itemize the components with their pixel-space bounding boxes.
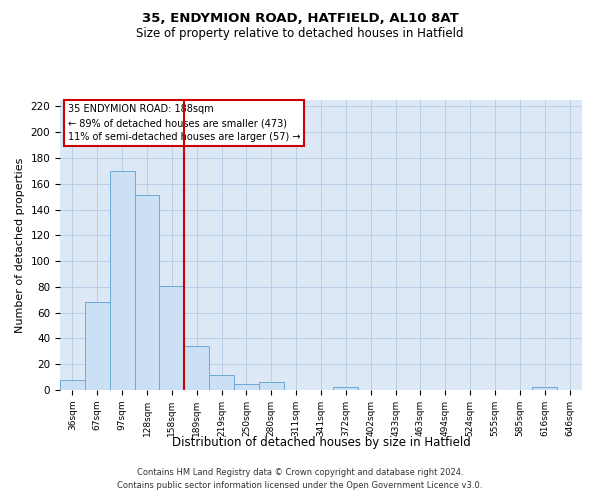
Bar xyxy=(60,380,85,390)
Bar xyxy=(85,302,110,390)
Bar xyxy=(160,286,184,390)
Text: Size of property relative to detached houses in Hatfield: Size of property relative to detached ho… xyxy=(136,28,464,40)
Text: 35, ENDYMION ROAD, HATFIELD, AL10 8AT: 35, ENDYMION ROAD, HATFIELD, AL10 8AT xyxy=(142,12,458,26)
Text: 35 ENDYMION ROAD: 188sqm
← 89% of detached houses are smaller (473)
11% of semi-: 35 ENDYMION ROAD: 188sqm ← 89% of detach… xyxy=(68,104,301,142)
Bar xyxy=(209,374,234,390)
Bar xyxy=(184,346,209,390)
Bar xyxy=(110,171,134,390)
Bar xyxy=(532,388,557,390)
Text: Contains public sector information licensed under the Open Government Licence v3: Contains public sector information licen… xyxy=(118,480,482,490)
Bar xyxy=(259,382,284,390)
Bar xyxy=(134,196,160,390)
Text: Distribution of detached houses by size in Hatfield: Distribution of detached houses by size … xyxy=(172,436,470,449)
Bar xyxy=(234,384,259,390)
Bar xyxy=(334,388,358,390)
Text: Contains HM Land Registry data © Crown copyright and database right 2024.: Contains HM Land Registry data © Crown c… xyxy=(137,468,463,477)
Y-axis label: Number of detached properties: Number of detached properties xyxy=(15,158,25,332)
